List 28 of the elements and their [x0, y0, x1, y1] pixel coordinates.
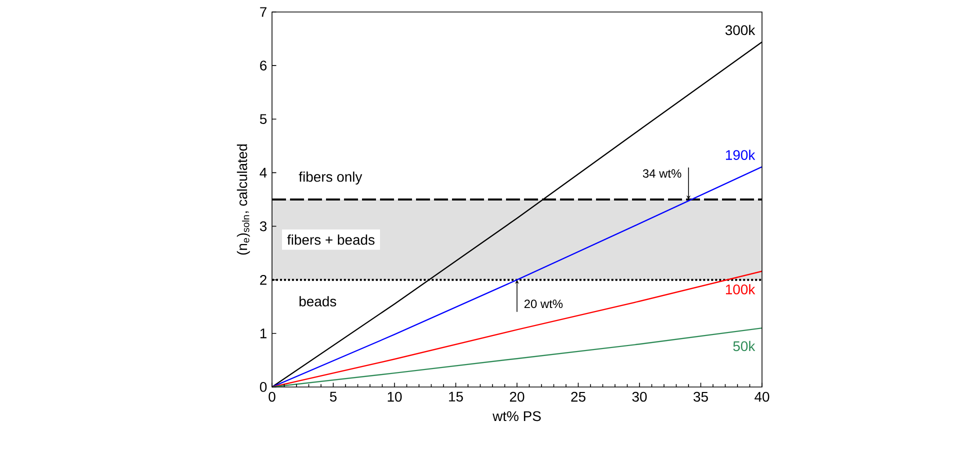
- annotation: fibers only: [298, 172, 362, 185]
- x-tick-label: 10: [388, 392, 402, 402]
- y-tick-label: 0: [260, 382, 267, 392]
- annotation: 34 wt%: [642, 169, 682, 178]
- band-label: fibers + beads: [287, 234, 374, 245]
- y-tick-label: 4: [260, 168, 267, 178]
- x-tick-label: 30: [632, 392, 647, 402]
- x-axis-title: wt% PS: [492, 411, 541, 422]
- x-tick-label: 15: [449, 392, 463, 402]
- y-axis-title: (n$_{e}$)$_{soln}$, calculated: [236, 144, 250, 255]
- y-tick-label: 6: [260, 60, 267, 70]
- x-tick-label: 25: [571, 392, 586, 402]
- y-tick-label: 3: [260, 221, 267, 232]
- series-label: 50k: [733, 340, 756, 352]
- x-tick-label: 0: [268, 392, 276, 402]
- y-tick-label: 1: [260, 328, 266, 338]
- x-tick-label: 20: [510, 392, 524, 402]
- x-tick-label: 40: [754, 392, 770, 402]
- y-tick-label: 7: [260, 7, 266, 17]
- series-label: 190k: [726, 150, 756, 160]
- series-label: 100k: [726, 284, 756, 294]
- annotation: beads: [300, 296, 336, 306]
- series-label: 300k: [725, 24, 756, 36]
- y-tick-label: 2: [260, 274, 266, 285]
- annotation: 20 wt%: [524, 300, 563, 308]
- x-tick-label: 5: [330, 392, 337, 402]
- y-tick-label: 5: [260, 114, 267, 124]
- x-tick-label: 35: [694, 392, 708, 402]
